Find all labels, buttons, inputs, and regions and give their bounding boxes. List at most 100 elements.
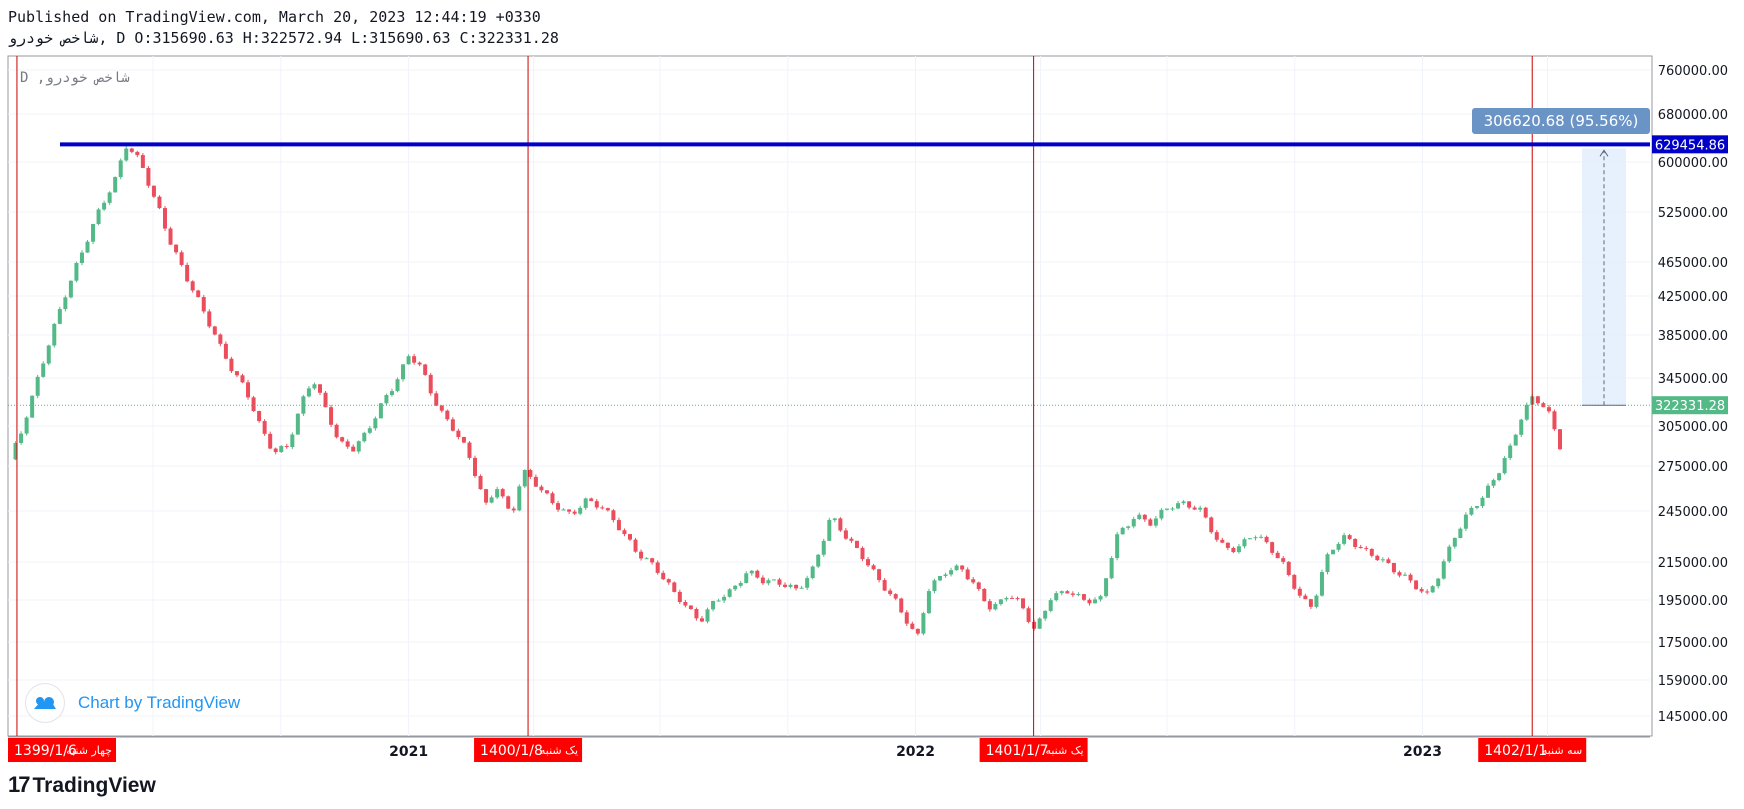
event-date-badge (979, 738, 1088, 762)
candle-body (1386, 559, 1391, 563)
candle-body (1380, 559, 1385, 561)
candle-body (157, 196, 162, 209)
y-tick-label: 385000.00 (1658, 329, 1728, 344)
candle-body (915, 628, 920, 634)
candle-body (1391, 562, 1396, 573)
candle-body (1236, 546, 1241, 553)
cloud-icon (26, 684, 64, 722)
candle-body (694, 609, 699, 619)
candle-body (910, 623, 915, 629)
event-date-label: 1399/1/6 (14, 743, 77, 759)
candle-body (993, 604, 998, 610)
candle-body (229, 358, 234, 372)
candle-body (506, 496, 511, 509)
candle-body (677, 591, 682, 603)
candle-body (329, 407, 334, 425)
candle-body (190, 281, 195, 291)
candle-body (1425, 591, 1430, 593)
event-date-badge (474, 738, 583, 762)
candle-body (234, 371, 239, 376)
candle-body (810, 566, 815, 579)
candle-body (1081, 594, 1086, 600)
measure-label: 306620.68 (95.56%) (1484, 112, 1639, 130)
candle-body (1331, 549, 1336, 555)
candle-body (1164, 508, 1169, 510)
candle-body (85, 241, 90, 253)
candle-body (1303, 595, 1308, 600)
candle-body (633, 539, 638, 552)
candle-body (794, 584, 799, 589)
candle-body (672, 582, 677, 592)
candle-body (46, 345, 51, 364)
candle-body (1231, 547, 1236, 553)
candle-body (1408, 574, 1413, 581)
candle-body (279, 446, 284, 453)
candle-body (600, 507, 605, 509)
candle-body (1292, 574, 1297, 589)
candle-body (622, 530, 627, 535)
candle-body (522, 470, 527, 487)
event-weekday-label: یک شنبه (540, 744, 578, 757)
candle-body (860, 547, 865, 560)
candle-body (423, 364, 428, 375)
candle-body (749, 570, 754, 574)
candle-body (417, 362, 422, 365)
candle-body (1065, 591, 1070, 594)
candle-body (495, 489, 500, 498)
candle-body (185, 264, 190, 282)
tradingview-brand[interactable]: 17 TradingView (8, 772, 156, 798)
candle-body (323, 392, 328, 408)
candle-body (1469, 507, 1474, 515)
candle-body (827, 519, 832, 541)
candle-body (312, 384, 317, 389)
candlesticks (13, 146, 1562, 636)
event-date-label: 1401/1/7 (986, 743, 1049, 759)
candle-body (57, 309, 62, 324)
event-weekday-label: یک شنبه (1045, 744, 1083, 757)
candle-body (1054, 593, 1059, 601)
candle-body (771, 579, 776, 581)
candle-body (1087, 599, 1092, 604)
candle-body (1535, 396, 1540, 404)
candle-body (1358, 546, 1363, 549)
y-tick-label: 760000.00 (1658, 64, 1728, 79)
candle-body (1198, 507, 1203, 510)
candle-body (589, 498, 594, 502)
candle-body (1275, 552, 1280, 559)
level-price-badge (1652, 135, 1728, 154)
candle-body (976, 582, 981, 589)
candle-body (1203, 507, 1208, 518)
candle-body (257, 411, 262, 422)
candle-body (572, 511, 577, 514)
candle-body (1220, 539, 1225, 543)
event-weekday-label: چهار شنبه (66, 744, 112, 757)
candle-body (965, 569, 970, 580)
candle-body (467, 442, 472, 458)
event-date-label: 1402/1/1 (1484, 743, 1547, 759)
last-price-badge (1652, 396, 1728, 415)
chart-legend-title: D ,شاخص خودرو (20, 70, 130, 86)
candle-body (1524, 404, 1529, 420)
candle-body (926, 591, 931, 614)
chart-by-tradingview[interactable]: Chart by TradingView (26, 684, 240, 722)
candle-body (550, 493, 555, 504)
candle-body (412, 356, 417, 363)
candle-body (24, 417, 29, 434)
candle-body (1452, 537, 1457, 547)
candle-body (373, 418, 378, 429)
y-tick-label: 305000.00 (1658, 420, 1728, 435)
candle-body (1043, 610, 1048, 619)
candle-body (1480, 497, 1485, 507)
candle-body (893, 594, 898, 599)
candle-body (91, 223, 96, 242)
candle-body (628, 534, 632, 540)
candle-body (456, 430, 461, 438)
candle-body (1430, 586, 1435, 593)
candle-body (1342, 535, 1347, 544)
y-tick-label: 345000.00 (1658, 372, 1728, 387)
candle-body (943, 574, 948, 576)
candle-body (1009, 597, 1014, 599)
brand-name: TradingView (32, 774, 156, 797)
candle-body (362, 432, 367, 442)
